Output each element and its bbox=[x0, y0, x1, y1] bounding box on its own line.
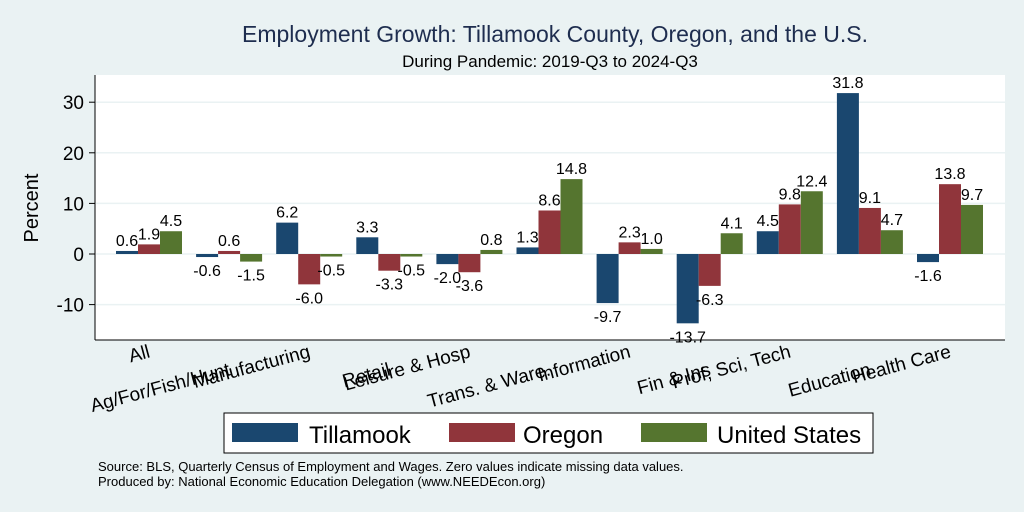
bar-united-states bbox=[800, 191, 823, 254]
legend-label: Tillamook bbox=[309, 422, 412, 449]
value-label: 4.5 bbox=[757, 213, 779, 230]
bar-oregon bbox=[218, 250, 241, 254]
chart-title: Employment Growth: Tillamook County, Ore… bbox=[242, 21, 868, 47]
bar-united-states bbox=[880, 230, 903, 254]
bar-united-states bbox=[320, 254, 343, 257]
produced-by-note: Produced by: National Economic Education… bbox=[98, 474, 545, 489]
value-label: 4.1 bbox=[721, 215, 743, 232]
value-label: 14.8 bbox=[556, 161, 587, 178]
value-label: -13.7 bbox=[669, 329, 706, 346]
bar-oregon bbox=[538, 210, 561, 254]
value-label: 4.7 bbox=[881, 212, 903, 229]
bar-oregon bbox=[378, 254, 401, 271]
bar-united-states bbox=[240, 254, 263, 262]
value-label: 0.6 bbox=[218, 233, 240, 250]
value-label: 6.2 bbox=[276, 205, 298, 222]
legend-swatch-tillamook bbox=[232, 423, 298, 442]
bar-tillamook bbox=[917, 254, 939, 263]
value-label: 31.8 bbox=[832, 75, 863, 92]
value-label: -0.5 bbox=[317, 263, 345, 280]
bar-united-states bbox=[961, 204, 983, 254]
bar-oregon bbox=[939, 184, 961, 254]
bar-tillamook bbox=[836, 93, 859, 254]
bar-tillamook bbox=[196, 254, 219, 258]
value-label: 1.3 bbox=[516, 229, 538, 246]
value-label: 9.7 bbox=[961, 187, 983, 204]
y-tick-label: -10 bbox=[57, 296, 84, 317]
bar-tillamook bbox=[756, 231, 779, 254]
legend-box bbox=[223, 412, 874, 454]
value-label: -1.6 bbox=[914, 268, 942, 285]
x-tick-label: Prof, Sci, Tech bbox=[670, 342, 793, 394]
value-label: 0.8 bbox=[480, 232, 502, 249]
bar-oregon bbox=[858, 207, 881, 254]
value-label: 0.6 bbox=[116, 233, 138, 250]
bar-oregon bbox=[138, 244, 160, 254]
value-label: -1.5 bbox=[237, 268, 265, 285]
chart-subtitle: During Pandemic: 2019-Q3 to 2024-Q3 bbox=[402, 52, 698, 71]
value-label: -0.5 bbox=[398, 263, 426, 280]
bar-oregon bbox=[458, 254, 481, 273]
value-label: 2.3 bbox=[618, 224, 640, 241]
value-label: -9.7 bbox=[594, 309, 622, 326]
value-label: 1.0 bbox=[640, 231, 662, 248]
bar-tillamook bbox=[516, 247, 539, 254]
value-label: 12.4 bbox=[796, 173, 827, 190]
value-label: 4.5 bbox=[160, 213, 182, 230]
y-tick-label: 30 bbox=[63, 93, 84, 114]
source-note: Source: BLS, Quarterly Census of Employm… bbox=[98, 459, 684, 474]
bar-oregon bbox=[698, 254, 721, 286]
value-label: 3.3 bbox=[356, 219, 378, 236]
y-axis-label: Percent bbox=[21, 173, 43, 242]
bar-tillamook bbox=[596, 254, 619, 304]
x-tick-label: Manufacturing bbox=[191, 342, 313, 393]
value-label: 9.1 bbox=[859, 190, 881, 207]
bar-united-states bbox=[480, 249, 503, 254]
bar-tillamook bbox=[356, 237, 379, 254]
y-tick-label: 10 bbox=[63, 194, 84, 215]
value-label: -3.3 bbox=[376, 277, 404, 294]
value-label: -0.6 bbox=[193, 263, 221, 280]
bar-tillamook bbox=[676, 254, 699, 324]
value-label: -3.6 bbox=[456, 278, 484, 295]
value-label: -2.0 bbox=[434, 270, 462, 287]
bar-united-states bbox=[640, 248, 663, 254]
x-tick-label: Health Care bbox=[850, 342, 953, 389]
value-label: 9.8 bbox=[779, 186, 801, 203]
legend-label: Oregon bbox=[523, 422, 603, 449]
legend-swatch-oregon bbox=[449, 423, 515, 442]
value-label: 1.9 bbox=[138, 226, 160, 243]
bar-united-states bbox=[160, 231, 182, 254]
bar-tillamook bbox=[436, 254, 459, 265]
bar-tillamook bbox=[276, 222, 299, 254]
bar-oregon bbox=[298, 254, 321, 285]
value-label: -6.0 bbox=[295, 290, 323, 307]
bar-united-states bbox=[720, 233, 743, 254]
legend-label: United States bbox=[717, 422, 861, 449]
x-tick-label: Information bbox=[536, 342, 633, 387]
value-label: 8.6 bbox=[538, 192, 560, 209]
value-label: -6.3 bbox=[696, 292, 724, 309]
bar-united-states bbox=[400, 254, 423, 257]
value-label: 13.8 bbox=[934, 166, 965, 183]
bar-united-states bbox=[560, 179, 583, 254]
legend-swatch-united-states bbox=[641, 423, 707, 442]
bar-tillamook bbox=[116, 250, 138, 254]
y-tick-label: 0 bbox=[73, 245, 84, 266]
bar-oregon bbox=[618, 242, 641, 254]
y-tick-label: 20 bbox=[63, 144, 84, 165]
legend: Tillamook Oregon United States bbox=[223, 412, 874, 454]
x-tick-label: All bbox=[126, 342, 152, 368]
bar-oregon bbox=[778, 204, 801, 254]
